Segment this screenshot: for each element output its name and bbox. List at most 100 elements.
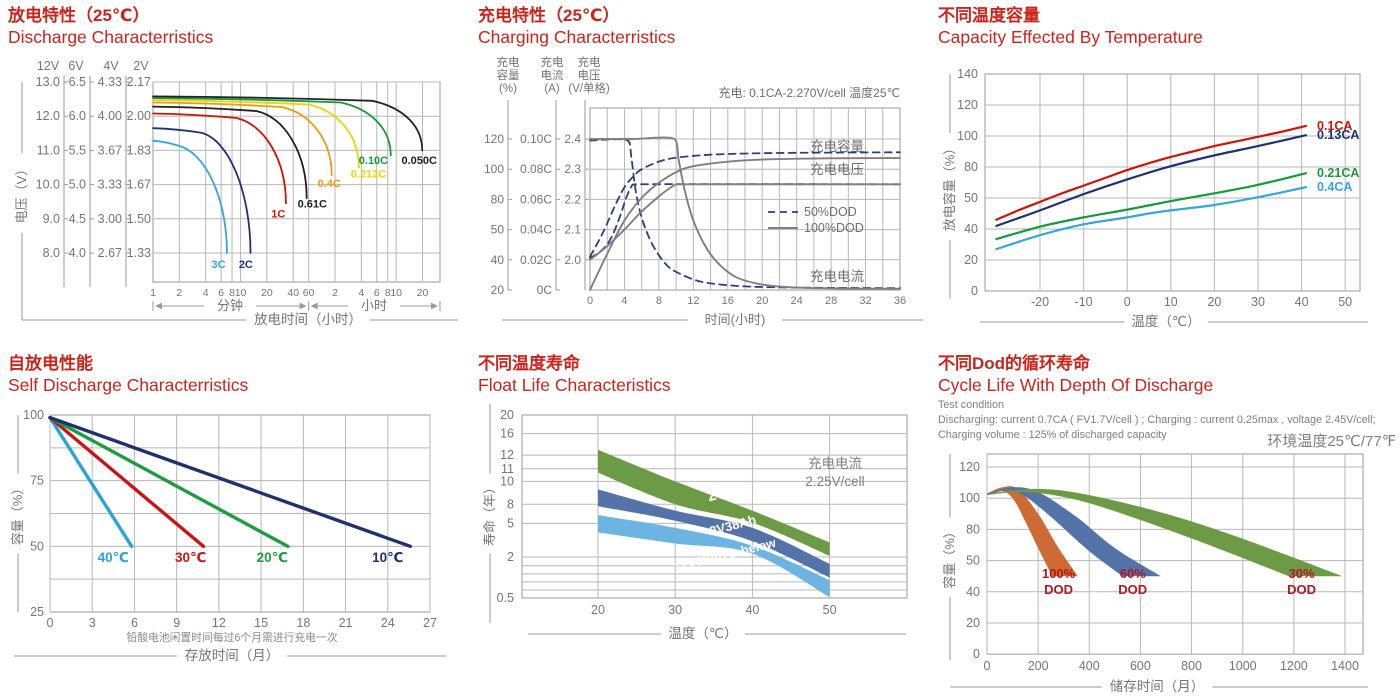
tick-label: 0.5 xyxy=(497,591,514,605)
test-condition: Test condition Discharging: current 0.7C… xyxy=(938,398,1400,443)
tick-label: 16 xyxy=(722,295,734,307)
series-label-40℃: 40℃ xyxy=(98,550,129,565)
scale-value: 12.0 xyxy=(36,109,60,123)
tick-label: 0 xyxy=(1124,295,1131,309)
y-axis-label: 容量（%） xyxy=(942,525,957,589)
tick-label: 0 xyxy=(47,616,54,630)
self-discharge-chart: 100 75 50 250 3 6 9 12 15 18 21 24 27 容量（%） 40℃ 30℃ 20℃ 1… xyxy=(10,408,446,663)
tick-label: 40 xyxy=(966,585,980,599)
tick-label: 50 xyxy=(964,191,978,205)
series-0.21CA xyxy=(995,172,1308,241)
tick-label: 50 xyxy=(30,539,44,553)
tick-label: -20 xyxy=(1031,295,1049,309)
cycle-life-title-en: Cycle Life With Depth Of Discharge xyxy=(938,375,1214,395)
tick-label: 16 xyxy=(500,427,514,441)
tick-label: 0.06C xyxy=(520,192,552,206)
tick-label: 40 xyxy=(1295,295,1309,309)
tick-label: 20 xyxy=(966,616,980,630)
tick-label: 600 xyxy=(1130,659,1151,673)
tick-label: 1000 xyxy=(1229,659,1257,673)
chart-cell-capacity-temperature: 不同温度容量 Capacity Effected By Temperature … xyxy=(938,6,1398,329)
tick-label: 15 xyxy=(254,616,268,630)
tick-label: 0 xyxy=(971,284,978,298)
capacity-50dod xyxy=(589,151,901,258)
y-axis-label: 放电容量（%） xyxy=(942,142,957,232)
band-12V38Ah & below xyxy=(598,515,830,598)
tick-label: 30 xyxy=(668,603,682,617)
tick-label: 1200 xyxy=(1280,659,1308,673)
series-0.13CA xyxy=(995,134,1308,227)
current-50dod xyxy=(589,138,901,290)
series-label-0.4CA: 0.4CA xyxy=(1317,180,1352,194)
arrow-icon xyxy=(299,302,307,310)
tick-label: 20 xyxy=(964,253,978,267)
series-label-0.050C: 0.050C xyxy=(401,155,437,167)
y-axis-label: 容量（%） xyxy=(10,482,25,546)
x-axis-label: 温度（℃） xyxy=(668,626,737,641)
tick-label: 2 xyxy=(176,287,182,299)
scale-value: 3.00 xyxy=(98,212,122,226)
axis-header: (%) xyxy=(499,83,517,95)
tick-label: 0.08C xyxy=(520,162,552,176)
tick-label: 12 xyxy=(500,448,514,462)
axis-header: (V/单格) xyxy=(568,81,610,95)
scale-value: 4.33 xyxy=(98,75,122,89)
scale-value: 1.33 xyxy=(127,246,151,260)
series-label-0.61C: 0.61C xyxy=(298,198,327,210)
tick-label: 120 xyxy=(957,98,978,112)
band-100%-dod xyxy=(987,486,1078,577)
series-label-10℃: 10℃ xyxy=(372,550,403,565)
tick-label: 120 xyxy=(484,132,504,146)
scale-header: 6V xyxy=(68,59,84,73)
dod-label: 30% xyxy=(1289,566,1315,581)
series-2C xyxy=(152,127,252,254)
charging-chart: 充电容量(%)充电电流(A)充电电压(V/单格)120100805040200.… xyxy=(484,55,923,327)
tick-label: 40 xyxy=(964,222,978,236)
series-10℃ xyxy=(48,415,412,549)
tick-label: 20 xyxy=(1207,295,1221,309)
annotation-line1: 充电电流 xyxy=(808,456,862,471)
cycle-life-title-zh: 不同Dod的循环寿命 xyxy=(938,354,1091,373)
tick-label: 100 xyxy=(484,162,504,176)
band-30%-dod xyxy=(987,488,1343,577)
plot-border xyxy=(984,73,1361,292)
tick-label: 4 xyxy=(621,295,627,307)
series-label-20℃: 20℃ xyxy=(257,550,288,565)
tick-label: 2.0 xyxy=(564,253,581,267)
tick-label: 2.3 xyxy=(564,162,581,176)
capacity-temperature-title-zh: 不同温度容量 xyxy=(938,6,1040,25)
tick-label: 0 xyxy=(984,659,991,673)
charging-title-zh: 充电特性（25℃） xyxy=(478,6,620,25)
scale-value: 5.5 xyxy=(69,143,86,157)
x-axis-label: 存放时间（月） xyxy=(185,648,280,663)
chart-note: 铅酸电池闲置时间每过6个月需进行充电一次 xyxy=(126,630,337,644)
y-axis-label: 电压（V） xyxy=(14,163,29,224)
tick-label: 20 xyxy=(756,295,768,307)
series-0.1CA xyxy=(995,124,1308,221)
tick-label: 27 xyxy=(423,616,437,630)
tick-label: 50 xyxy=(491,223,505,237)
tick-label: 10 xyxy=(1164,295,1178,309)
tick-label: 36 xyxy=(894,295,906,307)
series-label-0.13CA: 0.13CA xyxy=(1317,128,1359,142)
x-axis-label: 温度（℃） xyxy=(1131,314,1200,329)
scale-value: 1.50 xyxy=(127,212,151,226)
tick-label: 20 xyxy=(261,287,273,299)
chart-cell-self-discharge: 自放电性能 Self Discharge Characterristics 10… xyxy=(8,354,470,663)
series-0.61C xyxy=(152,105,308,200)
tick-label: 12 xyxy=(212,616,226,630)
tick-label: 50 xyxy=(823,603,837,617)
tick-label: 25 xyxy=(30,605,44,619)
axis-header: (A) xyxy=(544,83,560,95)
legend-50dod: 50%DOD xyxy=(804,205,857,219)
tick-label: 8 xyxy=(656,295,662,307)
tick-label: 50 xyxy=(1338,295,1352,309)
float-life-title-en: Float Life Characteristics xyxy=(478,375,671,395)
chart-cell-discharge: 放电特性（25℃） Discharge Characterristics 12V… xyxy=(8,6,470,327)
tick-label: 10 xyxy=(500,474,514,488)
tick-label: 60 xyxy=(303,287,315,299)
charge-condition: 充电: 0.1CA-2.270V/cell 温度25℃ xyxy=(718,85,900,100)
axis-header: 电流 xyxy=(541,68,564,82)
